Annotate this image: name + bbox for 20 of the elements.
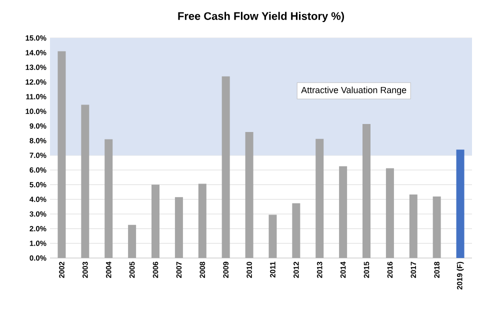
bar — [432, 196, 441, 258]
bar — [409, 194, 418, 258]
bar — [58, 51, 66, 258]
bar — [104, 139, 113, 258]
bar — [81, 104, 90, 258]
bar — [316, 138, 324, 258]
bar — [222, 76, 230, 258]
bar — [386, 168, 394, 258]
band-label: Attractive Valuation Range — [301, 86, 406, 95]
bar — [152, 184, 160, 258]
bar — [456, 150, 464, 258]
bar — [268, 214, 277, 258]
bar — [198, 184, 206, 258]
bar — [128, 224, 136, 258]
bar — [339, 166, 348, 258]
bar — [174, 197, 183, 258]
bar — [362, 124, 371, 258]
bar — [245, 132, 254, 258]
chart-title: Free Cash Flow Yield History %) — [178, 12, 344, 22]
bar — [292, 203, 300, 258]
